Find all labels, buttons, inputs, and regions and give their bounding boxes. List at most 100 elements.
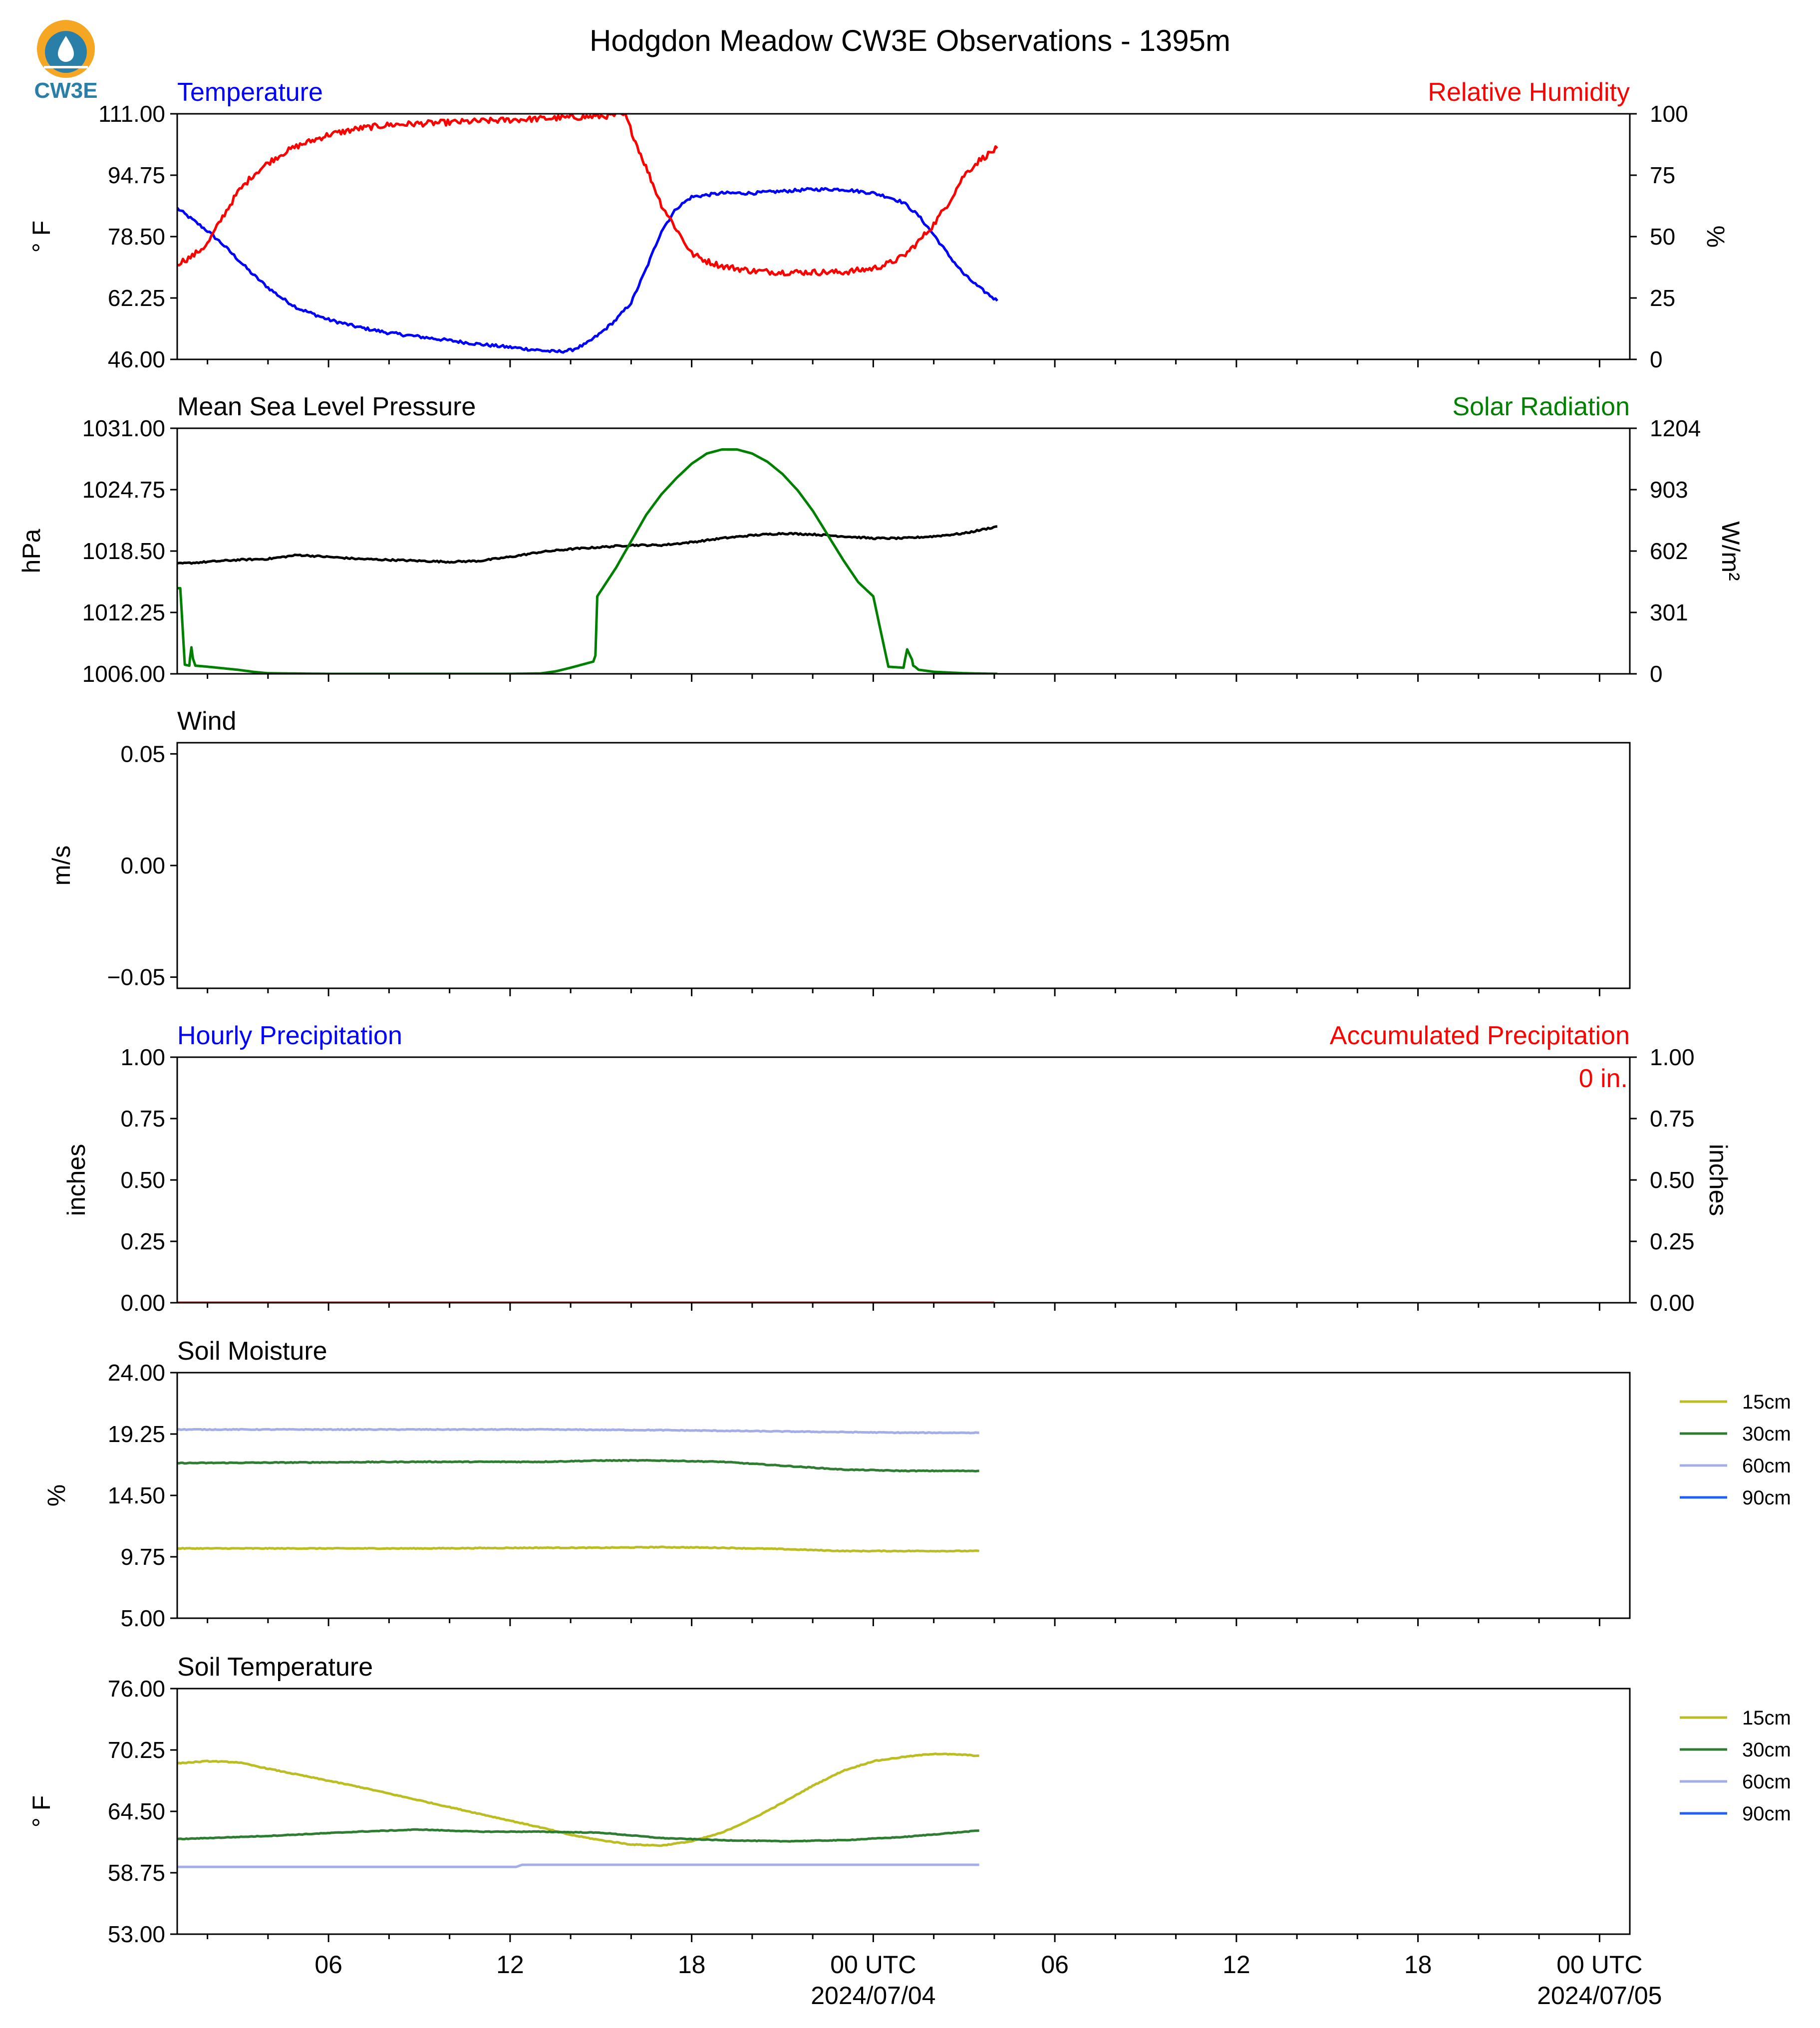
y-tick-label: 0.00: [120, 1290, 165, 1316]
logo-text: CW3E: [34, 78, 97, 103]
y-tick-label: 1012.25: [82, 599, 165, 625]
panel-3: Hourly Precipitation Accumulated Precipit…: [62, 1021, 1732, 1316]
y-right-tick-label: 0.25: [1650, 1228, 1695, 1254]
y-tick-label: 1018.50: [82, 538, 165, 564]
y-tick-label: 1024.75: [82, 477, 165, 503]
y-axis-label: ° F: [27, 1795, 55, 1827]
figure-title: Hodgdon Meadow CW3E Observations - 1395m: [590, 24, 1230, 57]
series-line-30cm: [177, 1458, 979, 1473]
panel-2: Wind −0.05 0.00 0.05 m/s: [47, 707, 1631, 996]
y-tick-label: 14.50: [108, 1482, 165, 1508]
legend-label-15cm: 15cm: [1742, 1391, 1791, 1413]
panel-title-left: Temperature: [177, 78, 323, 107]
logo-wave-icon: [44, 66, 88, 68]
y-tick-label: 64.50: [108, 1798, 165, 1824]
series-line-pressure: [177, 525, 998, 565]
x-tick-label: 06: [1041, 1951, 1069, 1979]
axes-frame: [176, 113, 1631, 360]
y-tick-label: 46.00: [108, 346, 165, 372]
panel-title-right: Accumulated Precipitation: [1330, 1021, 1630, 1050]
legend-label-15cm: 15cm: [1742, 1707, 1791, 1729]
x-tick-label: 12: [496, 1951, 524, 1979]
y-tick-label: 94.75: [108, 162, 165, 188]
y-right-tick-label: 602: [1650, 538, 1688, 564]
y-right-tick-label: 0.75: [1650, 1106, 1695, 1132]
cw3e-logo: CW3E: [34, 20, 98, 103]
series-line-15cm: [177, 1545, 979, 1553]
axes-frame: [176, 742, 1631, 989]
y-tick-label: 19.25: [108, 1421, 165, 1447]
y-right-tick-label: 0.00: [1650, 1290, 1695, 1316]
x-tick-label: 06: [314, 1951, 342, 1979]
series-line-humidity: [177, 114, 998, 277]
y-tick-label: −0.05: [107, 964, 165, 990]
y-right-tick-label: 0.50: [1650, 1167, 1695, 1193]
x-tick-date-label: 2024/07/04: [811, 1982, 935, 2010]
y-tick-label: 0.75: [120, 1106, 165, 1132]
y-axis-label: inches: [62, 1144, 90, 1216]
y-tick-label: 76.00: [108, 1676, 165, 1702]
axes-frame: [176, 427, 1631, 675]
axes-frame: [176, 1056, 1631, 1304]
accumulated-precip-annotation: 0 in.: [1579, 1064, 1628, 1093]
y-tick-label: 0.00: [120, 853, 165, 878]
y-tick-label: 9.75: [120, 1544, 165, 1570]
x-tick-label: 12: [1222, 1951, 1250, 1979]
y-tick-label: 70.25: [108, 1737, 165, 1763]
y-tick-label: 1.00: [120, 1044, 165, 1070]
y-tick-label: 62.25: [108, 285, 165, 311]
legend-label-60cm: 60cm: [1742, 1771, 1791, 1793]
panel-title-left: Soil Moisture: [177, 1337, 327, 1366]
legend-label-90cm: 90cm: [1742, 1803, 1791, 1825]
y-tick-label: 111.00: [98, 101, 165, 127]
panel-0: Temperature Relative Humidity 46.00 62.25 78…: [27, 78, 1730, 372]
x-tick-label: 00 UTC: [1556, 1951, 1642, 1979]
legend-label-60cm: 60cm: [1742, 1455, 1791, 1477]
x-tick-date-label: 2024/07/05: [1537, 1982, 1662, 2010]
y-tick-label: 1031.00: [82, 415, 165, 441]
y-right-tick-label: 50: [1650, 224, 1675, 250]
panels-group: Temperature Relative Humidity 46.00 62.25 78…: [17, 78, 1791, 2010]
x-tick-label: 00 UTC: [830, 1951, 916, 1979]
panel-title-right: Solar Radiation: [1452, 392, 1630, 421]
series-line-60cm: [177, 1863, 979, 1868]
x-tick-label: 18: [678, 1951, 706, 1979]
panel-title-left: Mean Sea Level Pressure: [177, 392, 476, 421]
y-right-tick-label: 0: [1650, 346, 1663, 372]
y-axis-label: ° F: [27, 221, 55, 253]
panel-4: Soil Moisture 5.00 9.75 14.50 19.25 24.00% 15c…: [42, 1337, 1791, 1631]
y-right-tick-label: 1.00: [1650, 1044, 1695, 1070]
y-tick-label: 5.00: [120, 1605, 165, 1631]
panel-title-left: Soil Temperature: [177, 1653, 373, 1682]
series-line-15cm: [177, 1752, 979, 1847]
panel-5: Soil Temperature 53.00 58.75 64.50 70.25 76.0…: [27, 1653, 1791, 2010]
series-line-temperature: [177, 187, 998, 354]
legend-label-30cm: 30cm: [1742, 1739, 1791, 1761]
legend-label-90cm: 90cm: [1742, 1487, 1791, 1509]
y-tick-label: 0.05: [120, 741, 165, 767]
y-right-tick-label: 75: [1650, 162, 1675, 188]
y-right-tick-label: 903: [1650, 477, 1688, 503]
y-axis-label: hPa: [17, 529, 45, 573]
y-right-tick-label: 1204: [1650, 415, 1701, 441]
series-line-30cm: [177, 1828, 979, 1843]
y-tick-label: 0.25: [120, 1228, 165, 1254]
y-right-tick-label: 25: [1650, 285, 1675, 311]
x-tick-label: 18: [1404, 1951, 1432, 1979]
axes-frame: [176, 1688, 1631, 1935]
y-tick-label: 24.00: [108, 1360, 165, 1386]
axes-frame: [176, 1372, 1631, 1619]
y-tick-label: 78.50: [108, 224, 165, 250]
panel-1: Mean Sea Level Pressure Solar Radiation 10…: [17, 392, 1745, 687]
y-tick-label: 1006.00: [82, 661, 165, 687]
y-right-axis-label: W/m²: [1717, 521, 1745, 580]
y-axis-label: %: [42, 1484, 70, 1506]
y-right-tick-label: 100: [1650, 101, 1688, 127]
y-tick-label: 58.75: [108, 1860, 165, 1886]
panel-title-right: Relative Humidity: [1428, 78, 1630, 107]
y-right-axis-label: %: [1702, 226, 1730, 248]
legend-label-30cm: 30cm: [1742, 1423, 1791, 1445]
